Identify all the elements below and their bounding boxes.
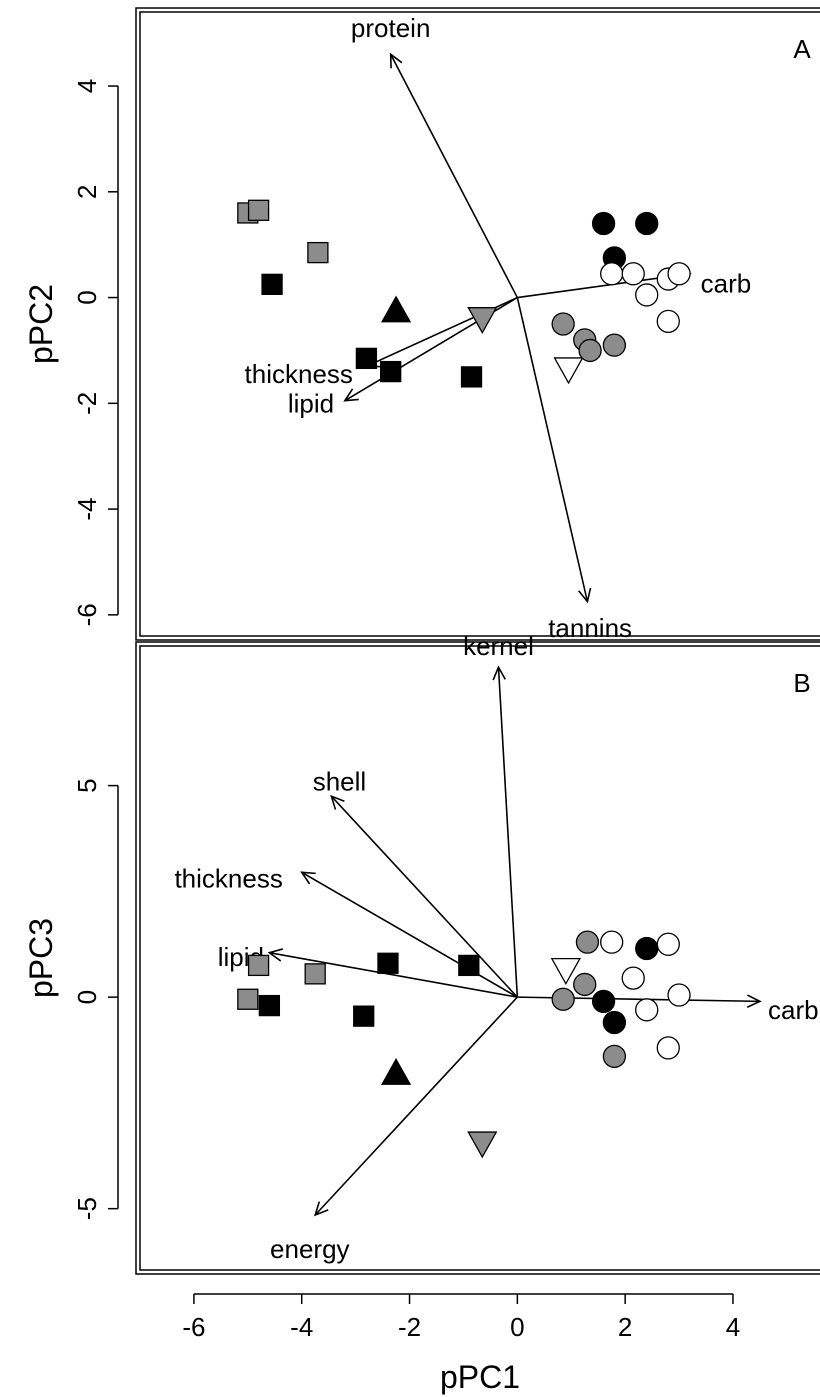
vector-label-carb: carb	[701, 268, 752, 298]
data-point-triangle-down	[467, 1131, 498, 1159]
arrowhead-energy	[313, 1201, 329, 1217]
x-tick-label: 0	[510, 1312, 524, 1342]
vector-label-carb: carb	[768, 995, 819, 1025]
y-tick-label: 5	[72, 778, 102, 792]
arrowhead-kernel	[492, 665, 506, 681]
data-point-square	[261, 273, 283, 295]
data-point-circle	[656, 1036, 680, 1060]
data-point-triangle-down	[467, 307, 498, 335]
arrowhead-shell	[330, 794, 345, 810]
y-axis-title: pPC3	[23, 918, 59, 998]
data-point-square	[247, 954, 270, 977]
data-point-square	[460, 366, 483, 388]
data-point-square	[353, 1005, 375, 1027]
y-tick-label: -6	[72, 603, 102, 626]
loading-vector-protein	[389, 53, 519, 298]
vector-label-thickness: thickness	[174, 864, 282, 894]
loading-vector-thickness	[301, 871, 518, 998]
y-tick-label: 2	[72, 185, 102, 199]
data-point-square	[258, 994, 281, 1017]
data-point-circle	[635, 283, 659, 307]
x-tick-label: -2	[398, 1312, 421, 1342]
data-point-circle	[600, 930, 624, 954]
data-point-circle	[621, 262, 645, 286]
data-point-circle	[573, 972, 597, 997]
vector-label-thickness: thickness	[245, 359, 353, 389]
y-tick-label: 4	[72, 79, 102, 93]
data-point-square	[247, 199, 270, 221]
x-axis-title: pPC1	[440, 1359, 520, 1395]
y-axis-title: pPC2	[23, 284, 59, 364]
y-tick-label: -4	[72, 498, 102, 521]
arrowhead-lipid	[267, 948, 284, 962]
data-point-circle	[602, 1010, 627, 1035]
data-point-square	[304, 963, 326, 985]
vector-label-protein: protein	[351, 13, 431, 43]
data-point-circle	[551, 312, 575, 336]
x-tick-label: 2	[618, 1312, 632, 1342]
loading-vector-energy	[314, 996, 518, 1216]
data-point-square	[237, 988, 259, 1010]
panel-letter: B	[793, 668, 810, 698]
arrowhead-protein	[389, 52, 403, 69]
data-point-circle	[656, 309, 680, 334]
loading-vector-kernel	[497, 667, 519, 998]
data-point-circle	[551, 987, 575, 1011]
data-point-circle	[578, 338, 602, 363]
loading-vector-lipid	[269, 951, 518, 998]
vector-label-tannins: tannins	[548, 613, 632, 643]
data-point-circle	[635, 998, 659, 1022]
data-point-square	[307, 241, 329, 264]
data-point-square	[377, 952, 399, 974]
x-tick-label: 4	[726, 1312, 740, 1342]
data-point-circle	[635, 211, 659, 236]
arrowhead-tannins	[578, 587, 592, 604]
data-point-triangle-up	[380, 1057, 412, 1085]
y-tick-label: -5	[72, 1197, 102, 1220]
loading-vector-tannins	[516, 297, 589, 602]
plot-frame-outer	[135, 7, 820, 641]
y-tick-label: 0	[72, 990, 102, 1004]
data-point-square	[458, 954, 480, 977]
x-tick-label: -4	[290, 1312, 313, 1342]
data-point-circle	[575, 930, 600, 954]
arrowhead-thickness	[300, 871, 316, 885]
arrowhead-lipid	[343, 388, 359, 402]
plot-frame-inner	[139, 11, 820, 637]
vector-label-kernel: kernel	[463, 631, 534, 661]
data-point-triangle-down	[553, 357, 584, 385]
plot-frame-inner	[139, 645, 820, 1271]
data-point-square	[355, 347, 378, 370]
panel-letter: A	[793, 34, 811, 64]
data-point-square	[380, 360, 402, 383]
plot-frame-outer	[135, 641, 820, 1275]
data-point-circle	[591, 989, 616, 1014]
y-tick-label: 0	[72, 290, 102, 304]
data-point-circle	[621, 966, 645, 990]
data-point-circle	[602, 1044, 627, 1069]
y-tick-label: -2	[72, 392, 102, 415]
vector-label-shell: shell	[313, 766, 366, 796]
data-point-circle	[600, 262, 624, 286]
x-tick-label: -6	[182, 1312, 205, 1342]
data-point-circle	[602, 333, 627, 357]
vector-label-energy: energy	[270, 1234, 350, 1264]
data-point-triangle-down	[550, 957, 581, 985]
data-point-circle	[667, 262, 691, 286]
data-point-triangle-up	[380, 295, 412, 323]
data-point-circle	[635, 936, 659, 961]
data-point-circle	[591, 211, 616, 236]
arrowhead-carb	[746, 994, 762, 1008]
data-point-circle	[656, 932, 680, 956]
data-point-circle	[667, 983, 691, 1007]
vector-label-lipid: lipid	[288, 388, 334, 418]
loading-vector-shell	[330, 795, 518, 998]
